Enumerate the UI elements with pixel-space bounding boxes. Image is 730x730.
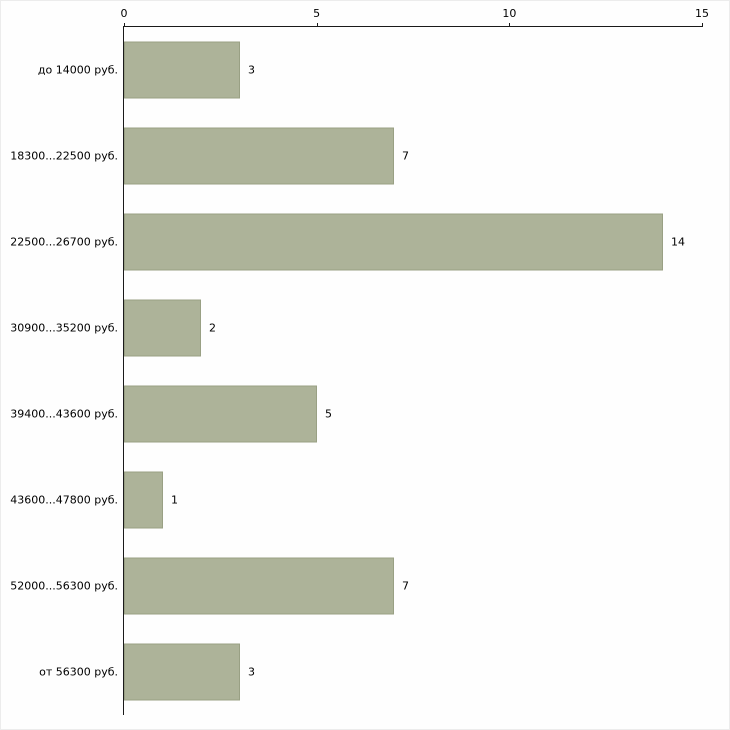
value-label: 3 (248, 63, 255, 77)
x-tick-label: 15 (695, 7, 709, 20)
value-label: 2 (209, 321, 216, 335)
x-tick-label: 0 (120, 7, 128, 20)
category-label: 39400...43600 руб. (10, 407, 118, 421)
bar (124, 127, 394, 185)
value-label: 5 (325, 407, 332, 421)
x-tick-label: 5 (313, 7, 321, 20)
bar-row: 18300...22500 руб. 7 (10, 113, 702, 199)
category-label: 30900...35200 руб. (10, 321, 118, 335)
category-label: до 14000 руб. (37, 63, 118, 77)
value-label: 14 (671, 235, 685, 249)
bar (124, 471, 163, 529)
x-tick-mark (509, 23, 511, 27)
bar-row: 39400...43600 руб. 5 (10, 371, 702, 457)
bar (124, 299, 201, 357)
category-label: 22500...26700 руб. (10, 235, 118, 249)
bar-row: до 14000 руб. 3 (38, 27, 702, 113)
value-label: 7 (402, 579, 409, 593)
plot-area: 0 5 10 15 до 14000 руб. 3 18300...22500 руб. 7… (10, 7, 709, 715)
bar-row: 30900...35200 руб. 2 (10, 285, 702, 371)
bar-row: 43600...47800 руб. 1 (10, 457, 702, 543)
category-label: 43600...47800 руб. (10, 493, 118, 507)
bar (124, 385, 317, 443)
category-label: от 56300 руб. (39, 665, 118, 679)
bar-rows: до 14000 руб. 3 18300...22500 руб. 7 22500..… (10, 27, 702, 715)
bar (124, 213, 663, 271)
value-label: 7 (402, 149, 409, 163)
bar (124, 557, 394, 615)
category-label: 52000...56300 руб. (10, 579, 118, 593)
value-label: 1 (171, 493, 178, 507)
bar (124, 643, 240, 701)
x-tick-mark (316, 23, 318, 27)
bar (124, 41, 240, 99)
bar-row: 52000...56300 руб. 7 (10, 543, 702, 629)
bar-row: от 56300 руб. 3 (39, 629, 702, 715)
x-tick-label: 10 (502, 7, 517, 20)
value-label: 3 (248, 665, 255, 679)
x-tick-mark (124, 23, 125, 27)
category-label: 18300...22500 руб. (10, 149, 118, 163)
x-tick-mark (702, 23, 703, 27)
bar-row: 22500...26700 руб. 14 (10, 199, 702, 285)
